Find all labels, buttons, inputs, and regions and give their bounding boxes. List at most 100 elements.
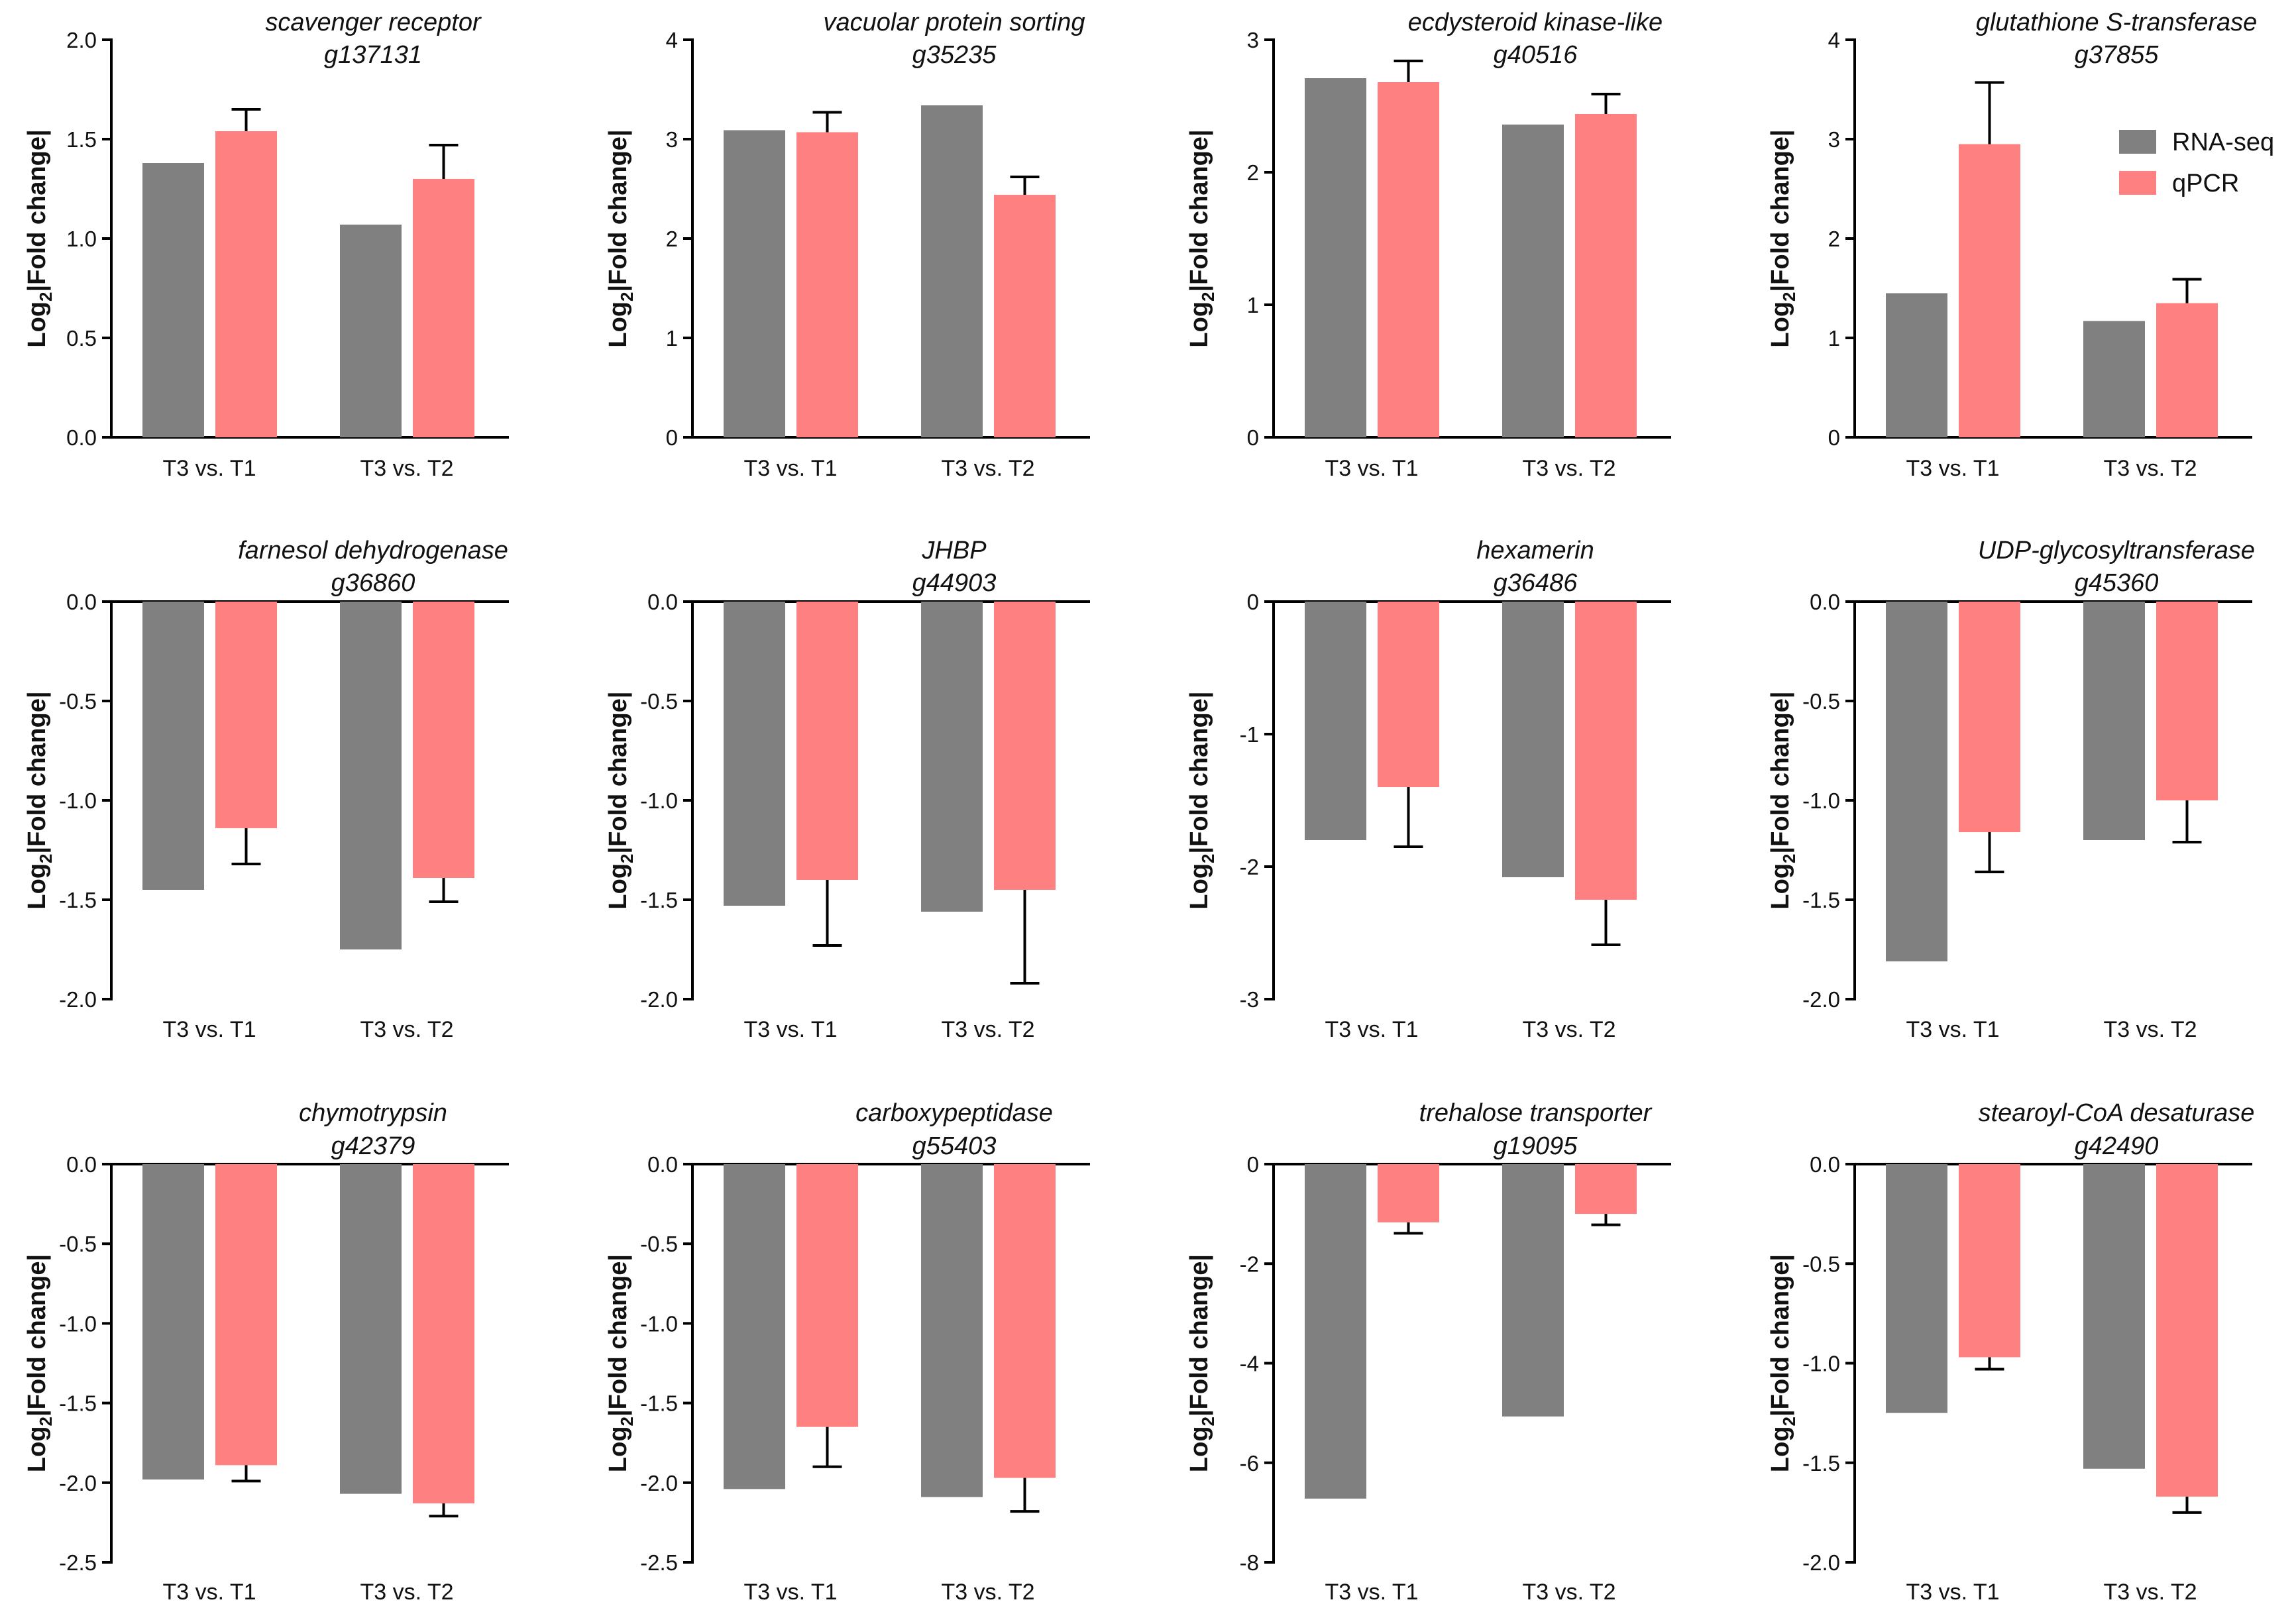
panel-gene-id: g19095: [1494, 1132, 1578, 1160]
bar-qpcr-1: [215, 1164, 277, 1466]
x-tick-label: T3 vs. T1: [162, 1017, 256, 1042]
bar-rnaseq-1: [1305, 1164, 1366, 1499]
x-tick-label: T3 vs. T2: [2103, 1580, 2197, 1605]
y-tick-label: 0: [1247, 1152, 1259, 1177]
y-tick-label: -1.0: [640, 788, 678, 813]
panel-3: ecdysteroid kinase-like g40516 0 1 2 3 Log2|Fo…: [1185, 9, 1671, 481]
panel-8: UDP-glycosyltransferase g45360 0.0 -0.5 -1.0…: [1767, 537, 2255, 1042]
bar-qpcr-1: [1959, 1164, 2020, 1358]
legend-label: qPCR: [2172, 170, 2239, 197]
y-axis-label: Log2|Fold change|: [604, 1254, 637, 1472]
panel-4: glutathione S-transferase g37855 0 1 2 3 4 Log2…: [1767, 9, 2257, 481]
y-tick-label: -4: [1240, 1352, 1259, 1376]
y-tick-label: -0.5: [1802, 689, 1840, 714]
panel-title: farnesol dehydrogenase: [238, 537, 508, 565]
panel-gene-id: g40516: [1494, 41, 1578, 69]
x-tick-label: T3 vs. T1: [1906, 456, 1999, 481]
y-tick-label: -1.0: [59, 788, 97, 813]
y-tick-label: 3: [1828, 127, 1840, 152]
y-tick-label: 0.0: [66, 1152, 97, 1177]
panel-5: farnesol dehydrogenase g36860 0.0 -0.5 -1.0 -…: [23, 537, 509, 1042]
y-tick-label: 0.5: [66, 326, 97, 350]
y-tick-label: -0.5: [640, 689, 678, 714]
y-tick-label: -1.5: [640, 1391, 678, 1416]
y-tick-label: -1.5: [640, 888, 678, 912]
y-tick-label: -0.5: [59, 689, 97, 714]
panel-title: trehalose transporter: [1419, 1099, 1653, 1127]
bar-rnaseq-1: [142, 163, 204, 437]
y-tick-label: -0.5: [1802, 1252, 1840, 1276]
y-axis-label: Log2|Fold change|: [604, 129, 637, 347]
bar-rnaseq-2: [1502, 1164, 1564, 1417]
y-tick-label: 1.5: [66, 127, 97, 152]
bar-rnaseq-2: [340, 225, 402, 437]
y-tick-label: -2.0: [640, 1471, 678, 1495]
bar-rnaseq-1: [1886, 602, 1947, 961]
panel-gene-id: g44903: [912, 569, 997, 597]
bar-rnaseq-2: [2083, 321, 2145, 437]
y-tick-label: 0: [1828, 425, 1840, 450]
bar-qpcr-2: [994, 1164, 1056, 1478]
y-tick-label: -2.0: [1802, 987, 1840, 1012]
y-tick-label: -2.5: [59, 1550, 97, 1575]
y-tick-label: 0.0: [1810, 1152, 1840, 1177]
y-tick-label: 1: [1828, 326, 1840, 350]
bar-rnaseq-1: [724, 130, 785, 437]
y-tick-label: 1.0: [66, 227, 97, 251]
bar-rnaseq-2: [2083, 1164, 2145, 1469]
bar-rnaseq-2: [1502, 125, 1564, 437]
y-tick-label: -0.5: [59, 1232, 97, 1256]
y-tick-label: 3: [1247, 28, 1259, 52]
x-tick-label: T3 vs. T1: [743, 1017, 837, 1042]
y-tick-label: 0.0: [647, 1152, 678, 1177]
x-tick-label: T3 vs. T1: [1906, 1580, 1999, 1605]
bar-qpcr-2: [1575, 602, 1637, 900]
bar-qpcr-1: [215, 131, 277, 437]
y-axis-label: Log2|Fold change|: [604, 691, 637, 909]
legend: RNA-seq qPCR: [2119, 129, 2274, 197]
y-tick-label: -8: [1240, 1550, 1259, 1575]
x-tick-label: T3 vs. T2: [1522, 1017, 1615, 1042]
legend-swatch-rnaseq: [2119, 130, 2156, 154]
bar-qpcr-2: [1575, 114, 1637, 437]
panel-gene-id: g42379: [331, 1132, 415, 1160]
y-tick-label: -1.0: [1802, 1352, 1840, 1376]
bar-rnaseq-1: [1886, 293, 1947, 437]
panel-gene-id: g35235: [912, 41, 997, 69]
bar-rnaseq-1: [724, 602, 785, 906]
x-tick-label: T3 vs. T2: [360, 456, 453, 481]
y-tick-label: 3: [666, 127, 678, 152]
x-tick-label: T3 vs. T2: [360, 1017, 453, 1042]
y-tick-label: -1: [1240, 722, 1259, 747]
bar-rnaseq-2: [921, 105, 983, 437]
panel-title: stearoyl-CoA desaturase: [1979, 1099, 2255, 1127]
bar-rnaseq-2: [921, 1164, 983, 1497]
y-tick-label: -3: [1240, 987, 1259, 1012]
y-tick-label: -2.0: [59, 987, 97, 1012]
y-tick-label: -1.5: [1802, 888, 1840, 912]
y-tick-label: -2.0: [640, 987, 678, 1012]
y-tick-label: -1.5: [59, 1391, 97, 1416]
x-tick-label: T3 vs. T1: [743, 1580, 837, 1605]
panel-1: scavenger receptor g137131 0.0 0.5 1.0 1.5 2.0…: [23, 9, 509, 481]
bar-qpcr-1: [215, 602, 277, 828]
bar-qpcr-2: [994, 602, 1056, 890]
y-axis-label: Log2|Fold change|: [1185, 1254, 1218, 1472]
x-tick-label: T3 vs. T2: [360, 1580, 453, 1605]
x-tick-label: T3 vs. T2: [1522, 456, 1615, 481]
bar-rnaseq-2: [921, 602, 983, 912]
panel-title: carboxypeptidase: [855, 1099, 1053, 1127]
panel-11: trehalose transporter g19095 0 -2 -4 -6 -8 Log2…: [1185, 1099, 1671, 1605]
x-tick-label: T3 vs. T2: [941, 1017, 1034, 1042]
bar-qpcr-1: [1378, 602, 1439, 787]
panel-title: ecdysteroid kinase-like: [1408, 9, 1663, 36]
bar-qpcr-1: [796, 132, 858, 437]
y-tick-label: 2: [666, 227, 678, 251]
x-tick-label: T3 vs. T1: [1325, 456, 1418, 481]
x-tick-label: T3 vs. T2: [941, 1580, 1034, 1605]
y-tick-label: 0: [1247, 425, 1259, 450]
y-tick-label: 0.0: [647, 590, 678, 614]
y-tick-label: 0: [1247, 590, 1259, 614]
panel-gene-id: g36486: [1494, 569, 1578, 597]
